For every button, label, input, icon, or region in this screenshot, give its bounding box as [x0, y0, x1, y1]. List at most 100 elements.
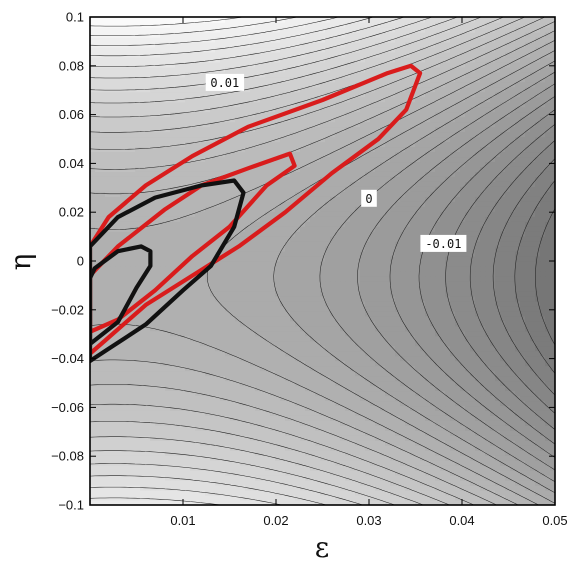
shade-cell [240, 455, 246, 461]
shade-cell [520, 280, 526, 287]
shade-cell [425, 420, 431, 426]
shade-cell [315, 475, 321, 481]
shade-cell [335, 480, 341, 486]
shade-cell [175, 445, 181, 451]
shade-cell [430, 350, 436, 357]
shade-cell [135, 360, 141, 367]
shade-cell [180, 241, 186, 247]
shade-cell [150, 480, 156, 486]
shade-cell [235, 285, 241, 292]
shade-cell [250, 390, 256, 397]
shade-cell [375, 330, 381, 337]
shade-cell [90, 460, 96, 466]
shade-cell [525, 290, 531, 297]
shade-cell [145, 495, 151, 501]
shade-cell [180, 485, 186, 491]
shade-cell [490, 300, 496, 307]
shade-cell [95, 415, 101, 421]
shade-cell [230, 480, 236, 486]
shade-cell [290, 455, 296, 461]
shade-cell [240, 365, 246, 372]
shade-cell [305, 340, 311, 347]
shade-cell [540, 256, 546, 262]
shade-cell [190, 465, 196, 471]
shade-cell [265, 330, 271, 337]
shade-cell [260, 495, 266, 501]
shade-cell [285, 475, 291, 481]
shade-cell [275, 330, 281, 337]
shade-cell [155, 415, 161, 421]
shade-cell [400, 305, 406, 312]
shade-cell [375, 280, 381, 287]
shade-cell [110, 270, 116, 277]
shade-cell [355, 470, 361, 476]
shade-cell [135, 295, 141, 302]
shade-cell [350, 495, 356, 501]
shade-cell [440, 465, 446, 471]
shade-cell [335, 320, 341, 327]
shade-cell [355, 400, 361, 407]
shade-cell [500, 375, 506, 382]
shade-cell [110, 380, 116, 387]
shade-cell [525, 270, 531, 277]
shade-cell [495, 246, 501, 252]
shade-cell [240, 295, 246, 302]
shade-cell [380, 470, 386, 476]
shade-cell [420, 410, 426, 416]
shade-cell [110, 390, 116, 397]
shade-cell [520, 460, 526, 466]
shade-cell [290, 355, 296, 362]
shade-cell [165, 345, 171, 352]
shade-cell [535, 450, 541, 456]
shade-cell [195, 430, 201, 436]
shade-cell [485, 455, 491, 461]
shade-cell [160, 410, 166, 416]
shade-cell [405, 236, 411, 242]
shade-cell [545, 430, 551, 436]
shade-cell [480, 265, 486, 272]
shade-cell [405, 470, 411, 476]
shade-cell [335, 280, 341, 287]
shade-cell [530, 360, 536, 367]
shade-cell [505, 410, 511, 416]
shade-cell [390, 460, 396, 466]
shade-cell [390, 300, 396, 307]
shade-cell [175, 460, 181, 466]
shade-cell [120, 325, 126, 332]
shade-cell [295, 375, 301, 382]
shade-cell [515, 360, 521, 367]
shade-cell [515, 261, 521, 267]
shade-cell [135, 405, 141, 411]
shade-cell [380, 385, 386, 392]
shade-cell [475, 325, 481, 332]
shade-cell [200, 380, 206, 387]
shade-cell [500, 350, 506, 357]
shade-cell [290, 256, 296, 262]
shade-cell [465, 275, 471, 282]
shade-cell [285, 490, 291, 496]
shade-cell [230, 270, 236, 277]
shade-cell [235, 251, 241, 257]
shade-cell [485, 375, 491, 382]
shade-cell [230, 410, 236, 416]
shade-cell [165, 340, 171, 347]
shade-cell [550, 445, 555, 451]
shade-cell [425, 425, 431, 431]
shade-cell [545, 415, 551, 421]
shade-cell [430, 440, 436, 446]
shade-cell [335, 450, 341, 456]
shade-cell [470, 500, 476, 505]
shade-cell [505, 480, 511, 486]
shade-cell [395, 265, 401, 272]
shade-cell [465, 355, 471, 362]
shade-cell [215, 415, 221, 421]
shade-cell [125, 395, 131, 402]
shade-cell [445, 420, 451, 426]
shade-cell [500, 295, 506, 302]
shade-cell [285, 256, 291, 262]
shade-cell [400, 241, 406, 247]
shade-cell [255, 500, 261, 505]
shade-cell [180, 236, 186, 242]
shade-cell [535, 490, 541, 496]
shade-cell [415, 370, 421, 377]
